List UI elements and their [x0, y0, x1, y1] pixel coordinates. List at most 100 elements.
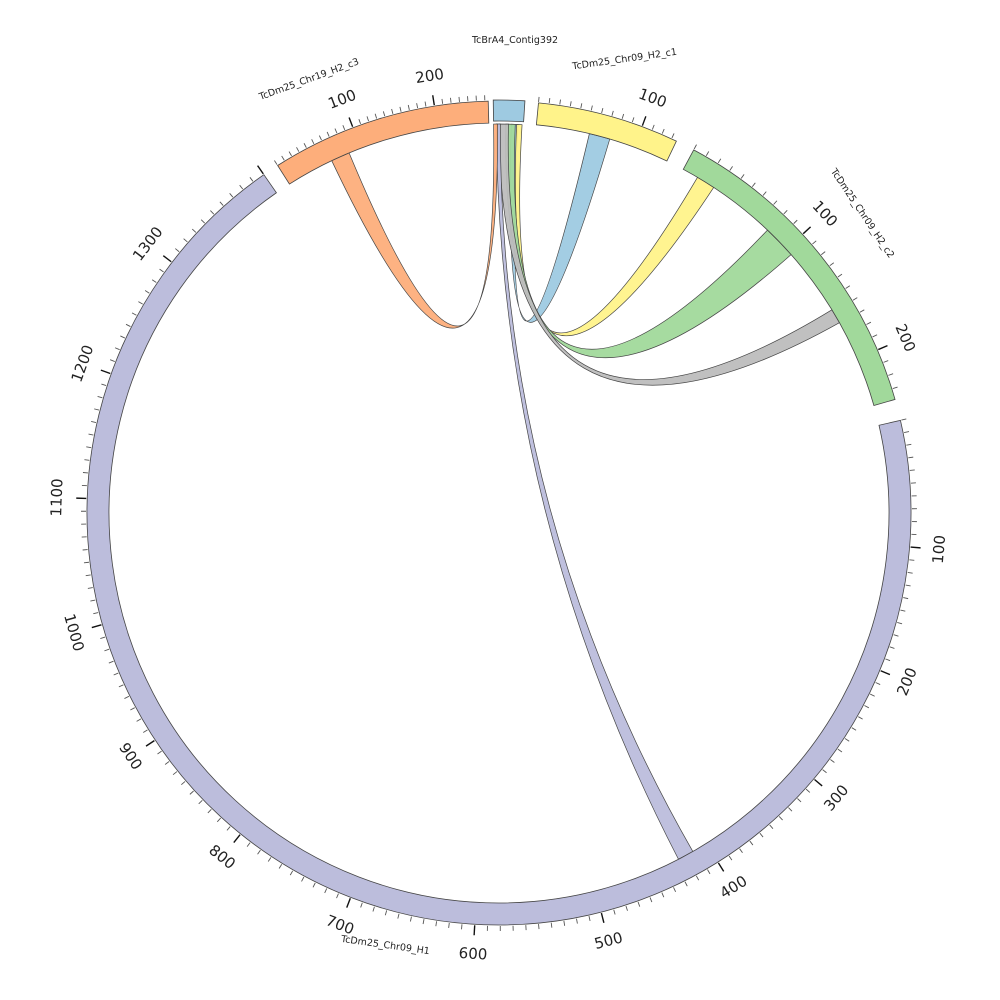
minor-tick [822, 769, 827, 774]
major-tick [257, 165, 264, 175]
minor-tick [869, 693, 875, 697]
minor-tick [858, 716, 863, 720]
minor-tick [576, 918, 578, 924]
tick-label: 600 [458, 944, 488, 964]
minor-tick [84, 459, 90, 461]
minor-tick [821, 251, 826, 256]
major-tick [162, 255, 172, 263]
major-tick [717, 862, 725, 872]
segment-arc-h1 [86, 174, 912, 926]
minor-tick [905, 584, 911, 587]
minor-tick [852, 297, 858, 301]
minor-tick [424, 101, 427, 107]
minor-tick [324, 888, 328, 894]
minor-tick [336, 893, 339, 899]
minor-tick [707, 869, 711, 875]
link-ribbons [331, 123, 840, 860]
minor-tick [301, 876, 305, 882]
segment-arc-c2 [682, 149, 896, 406]
tick-label: 900 [115, 739, 146, 773]
tick-label: 100 [809, 197, 842, 230]
tick-label: 1000 [60, 612, 88, 654]
minor-tick [278, 864, 283, 869]
minor-tick [909, 559, 915, 561]
segment-label-h1: TcDm25_Chr09_H1 [339, 934, 430, 957]
minor-tick [844, 738, 850, 742]
minor-tick [229, 193, 234, 198]
minor-tick [219, 201, 224, 206]
segment-label-contig392: TcBrA4_Contig392 [471, 35, 558, 46]
tick-label: 200 [893, 665, 921, 698]
link-ribbon-to-c3 [331, 123, 498, 329]
minor-tick [872, 334, 878, 338]
tick-marks: 1001002001002003004005006007008009001000… [47, 65, 949, 964]
minor-tick [671, 133, 675, 139]
minor-tick [108, 660, 114, 664]
minor-tick [181, 781, 186, 786]
minor-tick [125, 323, 131, 327]
major-tick [802, 226, 812, 235]
minor-tick [226, 826, 231, 831]
minor-tick [159, 268, 164, 273]
minor-tick [303, 143, 307, 148]
minor-tick [631, 117, 635, 123]
minor-tick [778, 816, 783, 821]
minor-tick [749, 840, 754, 846]
minor-tick [113, 672, 119, 676]
minor-tick [851, 727, 857, 731]
minor-tick [859, 309, 865, 313]
minor-tick [372, 906, 375, 912]
minor-tick [118, 684, 124, 688]
minor-tick [131, 312, 137, 316]
tick-label: 100 [929, 534, 949, 564]
minor-tick [151, 279, 157, 283]
minor-tick [588, 915, 591, 922]
tick-label: 100 [636, 85, 669, 112]
minor-tick [296, 147, 300, 152]
minor-tick [311, 139, 315, 145]
minor-tick [267, 857, 272, 862]
minor-tick [274, 160, 278, 165]
tick-label: 100 [326, 86, 359, 113]
minor-tick [334, 128, 338, 134]
minor-tick [651, 124, 655, 130]
minor-tick [91, 421, 97, 423]
major-tick [346, 898, 351, 908]
major-tick [910, 546, 921, 549]
minor-tick [191, 228, 197, 233]
minor-tick [200, 219, 206, 224]
minor-tick [885, 658, 891, 662]
minor-tick [661, 892, 665, 898]
minor-tick [559, 99, 561, 105]
minor-tick [590, 105, 593, 111]
minor-tick [769, 824, 774, 830]
minor-tick [249, 177, 254, 182]
minor-tick [907, 571, 913, 574]
minor-tick [563, 920, 566, 926]
minor-tick [416, 103, 419, 109]
minor-tick [625, 905, 628, 911]
minor-tick [901, 418, 907, 421]
minor-tick [797, 798, 802, 803]
minor-tick [257, 849, 261, 855]
major-tick [600, 912, 605, 923]
minor-tick [569, 101, 572, 107]
minor-tick [120, 335, 126, 339]
major-tick [814, 778, 823, 787]
minor-tick [172, 771, 178, 776]
segment-arc-c3 [277, 100, 490, 185]
minor-tick [601, 108, 604, 114]
major-tick [233, 834, 241, 843]
minor-tick [289, 870, 294, 876]
minor-tick [739, 848, 743, 854]
minor-tick [441, 98, 444, 104]
minor-tick [189, 790, 194, 795]
minor-tick [144, 290, 150, 294]
minor-tick [93, 612, 99, 615]
major-tick [432, 95, 435, 106]
minor-tick [762, 191, 767, 196]
minor-tick [312, 882, 316, 888]
minor-tick [793, 219, 798, 224]
minor-tick [183, 238, 188, 243]
